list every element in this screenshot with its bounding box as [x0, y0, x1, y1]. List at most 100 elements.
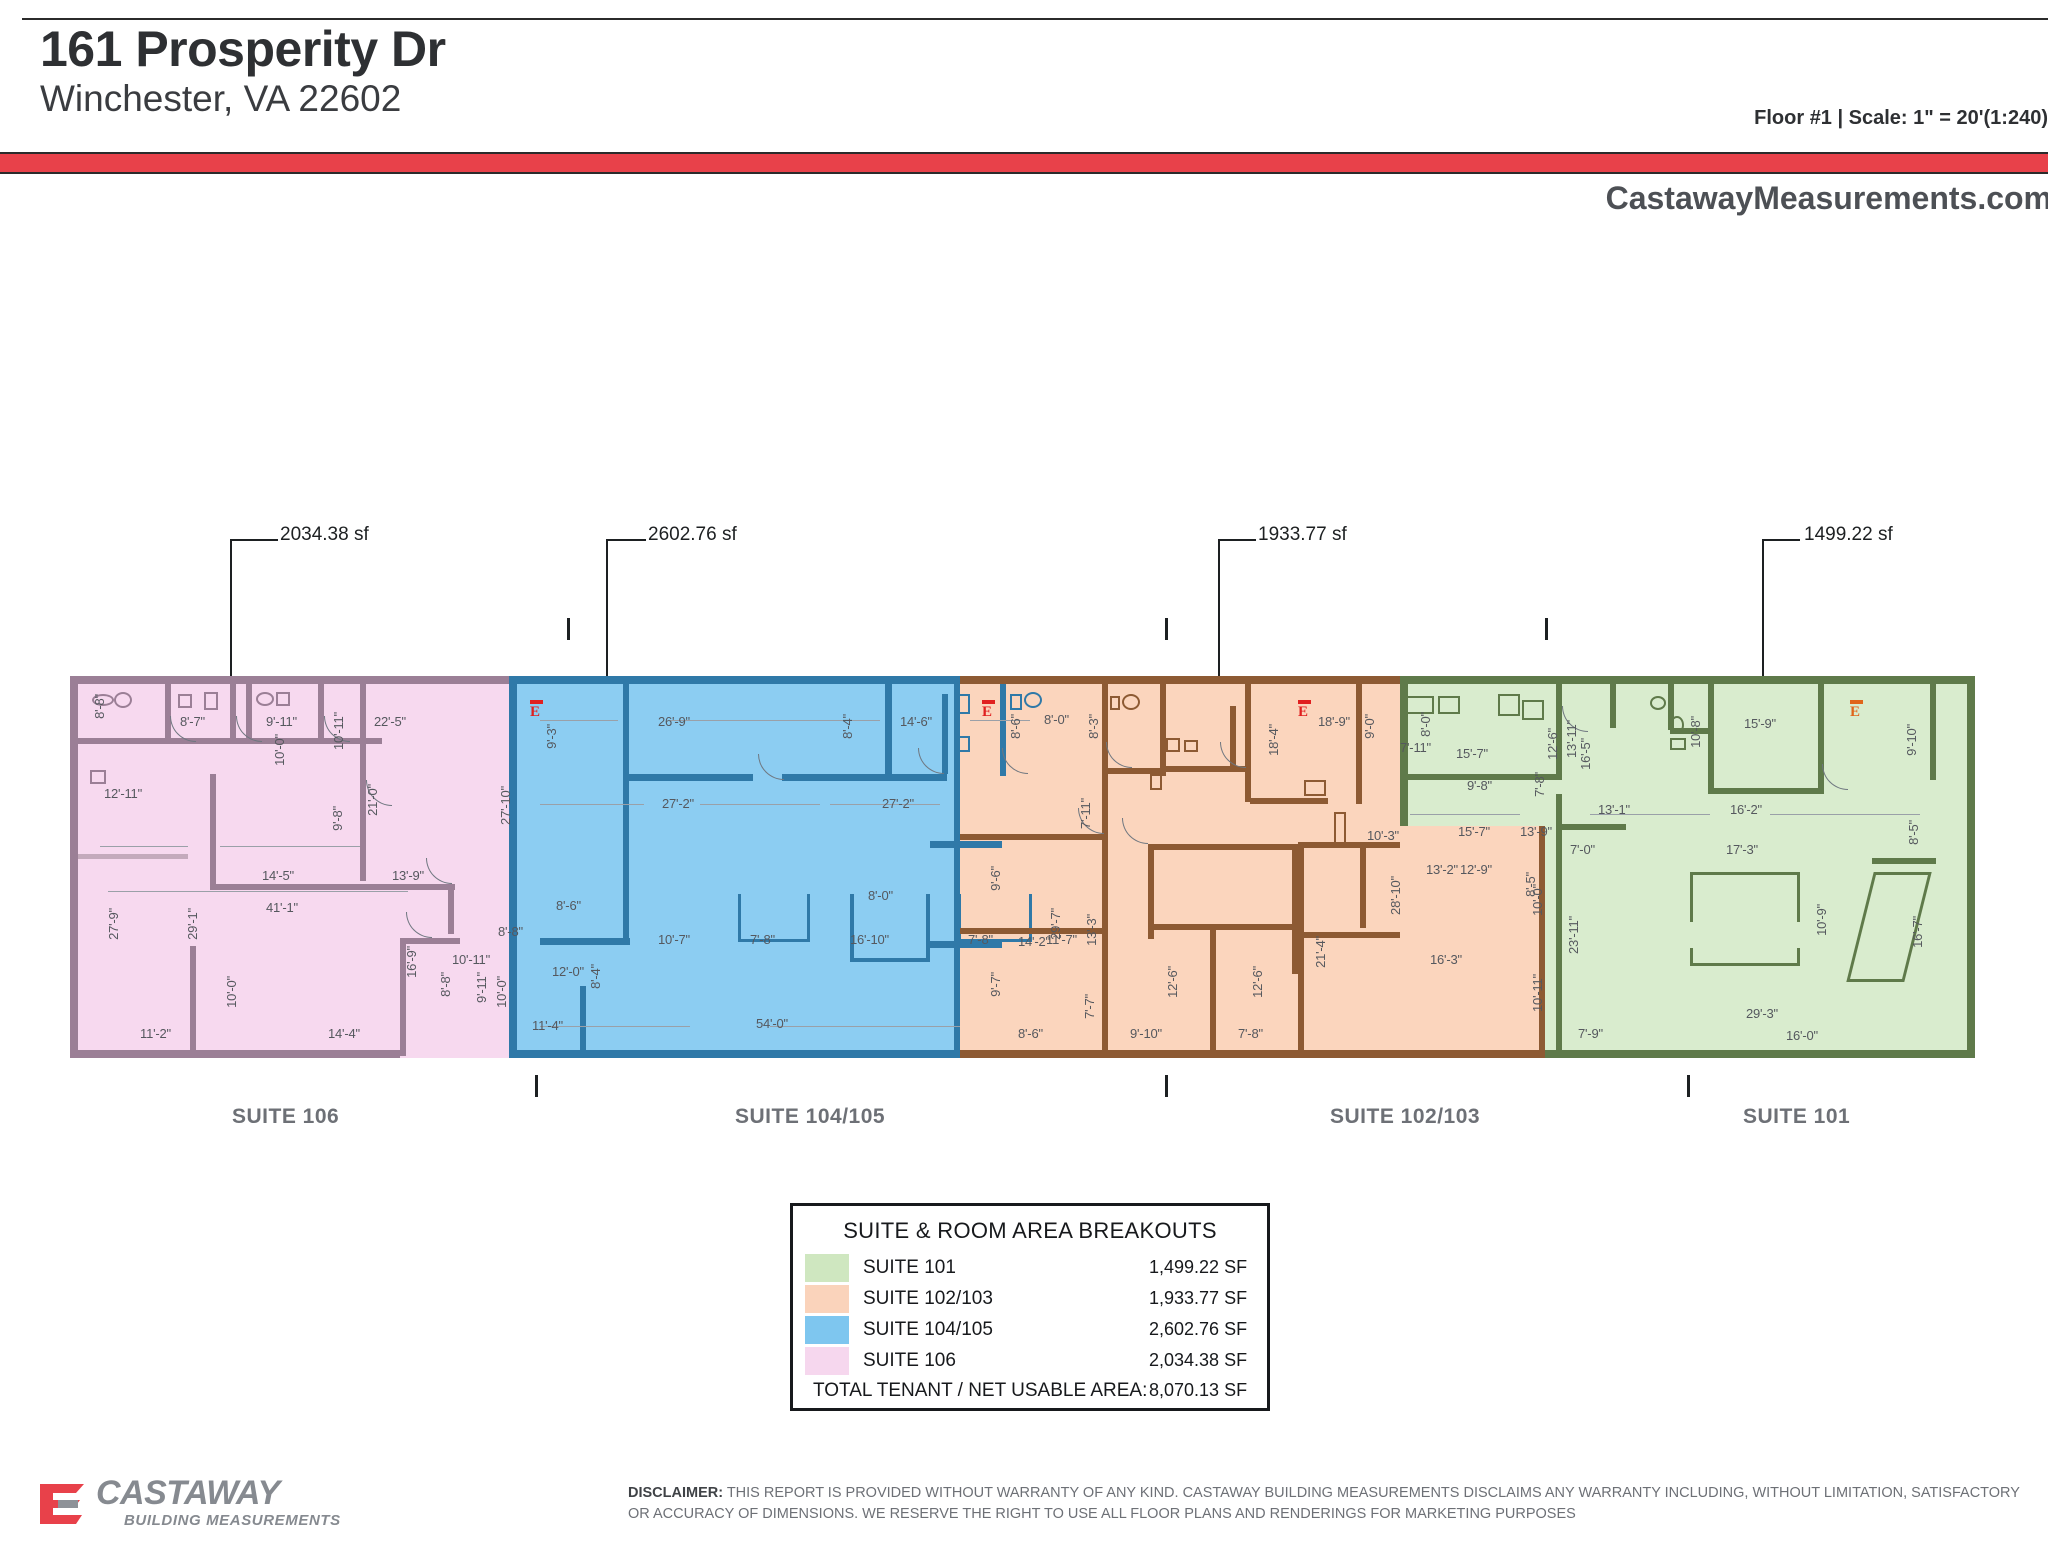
disclaimer-body: THIS REPORT IS PROVIDED WITHOUT WARRANTY…	[628, 1485, 2020, 1523]
dim-text: 13'-3"	[1084, 914, 1099, 946]
brand-name: CASTAWAY	[96, 1474, 280, 1512]
fixture-toilet	[1122, 694, 1140, 710]
dim-text: 16'-5"	[1578, 738, 1593, 770]
dim-text: 7'-8"	[1532, 772, 1547, 797]
fixture-block	[1438, 696, 1460, 714]
dim-text: 27'-2"	[662, 796, 694, 811]
fixture-toilet	[1650, 696, 1666, 710]
exit-marker-3: E	[1298, 700, 1311, 721]
dim-text: 10'-9"	[1814, 904, 1829, 936]
dim-text: 8'-6"	[1008, 714, 1023, 739]
legend-total-value: 8,070.13 SF	[1149, 1380, 1248, 1400]
fixture-sink	[92, 694, 114, 706]
dim-text: 12'-0"	[552, 964, 584, 979]
callout-leader-h-4	[1762, 539, 1800, 541]
fixture-block	[178, 694, 192, 708]
dim-text: 12'-9"	[1460, 862, 1492, 877]
callout-leader-h-3	[1218, 539, 1256, 541]
suite-label-102-103: SUITE 102/103	[1330, 1105, 1481, 1128]
dim-text: 8'-7"	[180, 714, 205, 729]
dim-text: 7'-8"	[1238, 1026, 1263, 1041]
legend-swatch-suite-104-105	[805, 1316, 849, 1344]
dim-text: 12'-11"	[104, 786, 142, 801]
header-top-rule	[22, 18, 2048, 20]
page-title: 161 Prosperity Dr	[40, 21, 446, 77]
zone-suite-102-103	[954, 676, 1400, 1058]
dim-text: 9'-8"	[330, 806, 345, 831]
dim-text: 22'-5"	[374, 714, 406, 729]
callout-leader-v-2	[606, 539, 608, 739]
dim-text: 10'-0"	[494, 976, 509, 1008]
suite-divider-tick-bot-1	[535, 1075, 538, 1097]
dim-text: 15'-9"	[1744, 716, 1776, 731]
dim-text: 21'-4"	[1313, 936, 1328, 968]
page-subtitle: Winchester, VA 22602	[40, 78, 402, 119]
fixture-block	[1406, 696, 1434, 714]
dim-text: 9'-11"	[474, 972, 489, 1003]
dim-text: 13'-2"	[1426, 862, 1458, 877]
fixture-block	[958, 694, 970, 714]
floor-plan: E E E E 8'-8" 8'-7" 9'-11" 22'-5" 10'-0"…	[70, 676, 1975, 1058]
company-logo: CASTAWAY BUILDING MEASUREMENTS	[36, 1474, 356, 1544]
dim-text: 26'-9"	[658, 714, 690, 729]
brand-tagline: BUILDING MEASUREMENTS	[124, 1512, 341, 1529]
legend-value-suite-106: 2,034.38 SF	[1149, 1350, 1248, 1370]
dim-text: 8'-5"	[1906, 820, 1921, 845]
legend-swatch-suite-101	[805, 1254, 849, 1282]
legend-value-suite-104-105: 2,602.76 SF	[1149, 1319, 1248, 1339]
dim-text: 10'-0"	[224, 976, 239, 1008]
fixture-sink	[256, 692, 274, 706]
legend-swatch-suite-106	[805, 1347, 849, 1375]
legend-label-suite-106: SUITE 106	[863, 1350, 956, 1371]
dim-text: 14'-5"	[262, 868, 294, 883]
dim-text: 9'-6"	[988, 866, 1003, 891]
dim-text: 9'-11"	[266, 714, 297, 729]
dim-text: 11'-2"	[140, 1026, 171, 1041]
dim-text: 8'-6"	[556, 898, 581, 913]
dim-text: 10'-0"	[1530, 884, 1545, 916]
dim-text: 8'-4"	[840, 714, 855, 739]
exit-marker-2: E	[982, 700, 995, 721]
legend-label-suite-104-105: SUITE 104/105	[863, 1319, 993, 1340]
fixture-block	[1150, 774, 1162, 790]
area-breakout-legend: SUITE & ROOM AREA BREAKOUTS SUITE 101 1,…	[790, 1203, 1270, 1411]
legend-swatch-suite-102-103	[805, 1285, 849, 1313]
dim-text: 18'-9"	[1318, 714, 1350, 729]
dim-text: 12'-6"	[1250, 966, 1265, 998]
dim-text: 21'-0"	[365, 784, 380, 816]
dim-text: 16'-9"	[404, 946, 419, 978]
callout-area-suite-106: 2034.38 sf	[280, 524, 369, 545]
dim-text: 7'-9"	[1578, 1026, 1603, 1041]
suite-divider-tick-top-3	[1545, 618, 1548, 640]
dim-text: 27'-2"	[882, 796, 914, 811]
dim-text: 8'-0"	[868, 888, 893, 903]
dim-text: 8'-6"	[1018, 1026, 1043, 1041]
company-website: CastawayMeasurements.com	[1605, 180, 2048, 216]
dim-text: 29'-3"	[1746, 1006, 1778, 1021]
dim-text: 10'-11"	[452, 952, 490, 967]
legend-label-suite-101: SUITE 101	[863, 1257, 956, 1278]
dim-text: 12'-6"	[1545, 728, 1560, 760]
dim-text: 8'-8"	[438, 972, 453, 997]
disclaimer-text: DISCLAIMER: THIS REPORT IS PROVIDED WITH…	[628, 1483, 2028, 1525]
dim-text: 54'-0"	[756, 1016, 788, 1031]
exit-marker-1: E	[530, 700, 543, 721]
suite-label-106: SUITE 106	[232, 1105, 340, 1128]
dim-text: 10'-11"	[331, 712, 346, 750]
callout-leader-v-1	[230, 539, 232, 749]
dim-text: 29'-7"	[1048, 908, 1063, 940]
dim-text: 15'-7"	[1458, 824, 1490, 839]
suite-label-104-105: SUITE 104/105	[735, 1105, 886, 1128]
dim-text: 18'-4"	[1266, 724, 1281, 756]
suite-divider-tick-top-2	[1165, 618, 1168, 640]
legend-title: SUITE & ROOM AREA BREAKOUTS	[843, 1218, 1217, 1243]
dim-text: 13'-9"	[1520, 824, 1552, 839]
dim-text: 10'-3"	[1367, 828, 1399, 843]
fixture-block	[1334, 812, 1346, 844]
dim-text: 9'-0"	[1362, 714, 1377, 739]
dim-text: 8'-3"	[1086, 714, 1101, 739]
legend-total-label: TOTAL TENANT / NET USABLE AREA:	[813, 1380, 1148, 1401]
callout-area-suite-104-105: 2602.76 sf	[648, 524, 737, 545]
fixture-toilet	[1670, 716, 1684, 734]
dim-text: 8'-0"	[1418, 712, 1433, 737]
